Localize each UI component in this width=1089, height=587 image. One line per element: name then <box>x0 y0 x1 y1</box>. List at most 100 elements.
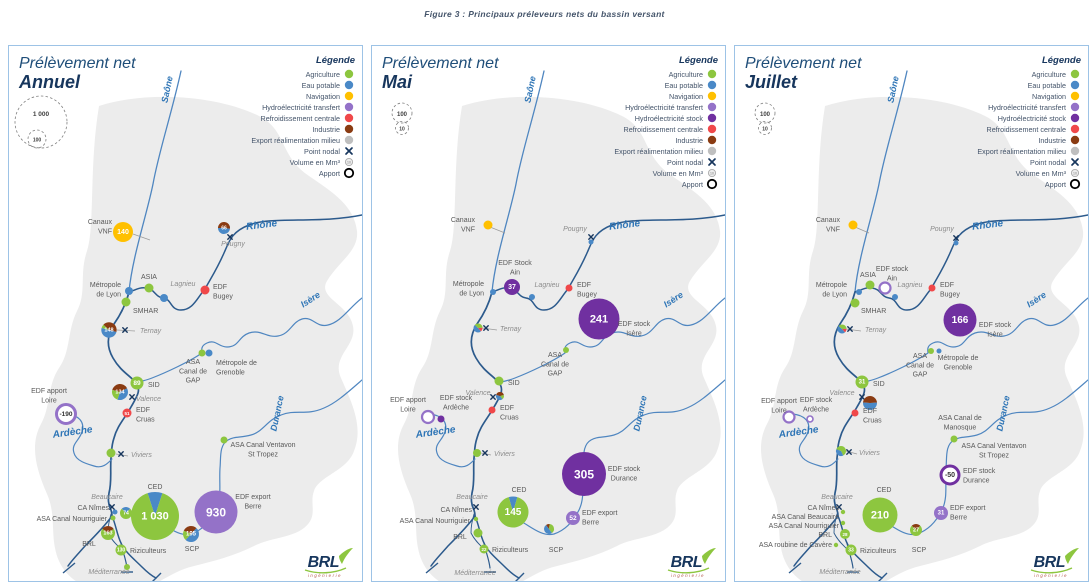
map-shape: Métropole de <box>216 360 257 367</box>
node-dot <box>566 511 580 525</box>
legend-title: Légende <box>679 55 719 66</box>
legend-item-label: Apport <box>682 180 703 189</box>
place-label: EDF Cruas <box>136 407 155 423</box>
brl-logo-text: BRL <box>1034 554 1065 571</box>
node-pie-slice <box>185 528 199 542</box>
map-shape: ASA <box>548 352 562 359</box>
node-dot <box>950 435 958 443</box>
node-apport-ring <box>55 403 77 425</box>
place-label: EDF export Berre <box>582 510 617 526</box>
map-shape: Lagnieu <box>535 282 560 289</box>
node-dot <box>943 303 977 337</box>
node-dot <box>198 349 206 357</box>
place-label: ASA Canal Nourriguier <box>400 518 471 525</box>
figure-title: Figure 3 : Principaux préleveurs nets du… <box>424 9 665 19</box>
legend-eau-icon <box>1070 80 1080 90</box>
place-label: Riziculteurs <box>130 548 167 555</box>
map-shape: CED <box>148 484 163 491</box>
nodal-place-label: Pougny <box>563 226 587 233</box>
node-dot <box>473 449 481 457</box>
river-path <box>111 515 157 579</box>
place-label: SCP <box>912 547 927 554</box>
river-path <box>833 513 848 550</box>
map-shape: EDF <box>136 407 150 414</box>
map-shape: EDF apport <box>390 397 426 404</box>
place-label: Canaux VNF <box>816 217 841 233</box>
node-value: 89 <box>133 380 141 387</box>
panel-subtitle: Juillet <box>745 72 798 92</box>
legend-item-label: Volume en Mm³ <box>290 158 341 167</box>
map-shape: Viviers <box>859 450 880 457</box>
map-shape: VNF <box>98 228 112 235</box>
delta-end-mark <box>62 562 76 574</box>
legend-item-label: Point nodal <box>667 158 703 167</box>
legend-item-label: Hydroélectricité stock <box>998 114 1067 123</box>
place-label: ASA Canal Beaucaire <box>772 514 839 521</box>
node-value: 33 <box>848 548 854 554</box>
legend-item-label: Agriculture <box>669 70 703 79</box>
node-pie-slice <box>546 523 550 529</box>
map-shape: CED <box>512 487 527 494</box>
scale-circle <box>14 95 68 149</box>
place-label: EDF stock Isère <box>618 321 651 337</box>
map-shape: Canaux <box>88 219 113 226</box>
node-dot <box>934 506 948 520</box>
node-dot <box>928 284 936 292</box>
node-pie-slice <box>838 324 847 329</box>
place-label: ASA Canal de GAP <box>541 352 569 378</box>
map-shape: ASA <box>913 353 927 360</box>
node-value: 74 <box>123 511 129 517</box>
place-label: EDF apport Loire <box>390 397 426 413</box>
map-shape: EDF stock <box>618 321 651 328</box>
river-path <box>135 297 362 384</box>
map-shape: EDF export <box>950 505 985 512</box>
place-label: Métropole de Lyon <box>816 282 847 298</box>
map-shape: Valence <box>136 396 161 403</box>
point-nodal-icon <box>708 158 716 166</box>
map-shape: EDF <box>940 282 954 289</box>
node-dot <box>563 347 569 353</box>
place-label: EDF stock Durance <box>963 468 996 484</box>
map-shape: EDF export <box>582 510 617 517</box>
node-dot <box>892 294 898 300</box>
map-shape: Cruas <box>136 416 155 423</box>
place-label: EDF export Berre <box>235 494 270 510</box>
place-label: SID <box>873 381 885 388</box>
node-value: 163 <box>103 531 112 537</box>
panel-title: Prélèvement net <box>382 55 499 72</box>
legend-item-label: Refroidissement centrale <box>624 125 704 134</box>
map-shape: Riziculteurs <box>860 548 897 555</box>
place-label: CA Nîmes <box>77 505 109 512</box>
point-nodal-icon <box>490 394 496 400</box>
place-label: EDF apport Loire <box>31 388 67 404</box>
place-label: ASA Canal de GAP <box>179 359 207 385</box>
map-shape: ASA roubine de Cavère <box>759 542 832 549</box>
legend-item-label: Navigation <box>1032 92 1066 101</box>
point-nodal-icon <box>473 504 479 510</box>
legend-item-label: Hydroélectricité transfert <box>988 103 1066 112</box>
legend-item-label: Export réalimentation milieu <box>251 136 340 145</box>
node-pie-slice <box>837 325 845 334</box>
node-pie-slice <box>496 394 503 401</box>
place-label: CED <box>148 484 163 491</box>
river-path <box>567 214 725 290</box>
node-dot <box>144 283 154 293</box>
map-shape: Ain <box>510 269 520 276</box>
legend-item-label: Point nodal <box>304 147 340 156</box>
map-shape: EDF apport <box>761 398 797 405</box>
watershed-shape <box>398 96 721 581</box>
scale-value: 100 <box>760 112 771 118</box>
legend-agr-icon <box>707 69 717 79</box>
volume-icon <box>1070 168 1080 178</box>
map-shape: Berre <box>244 503 261 510</box>
node-dot <box>850 298 860 308</box>
map-shape: BRL <box>82 541 96 548</box>
map-shape: Canal de <box>179 368 207 375</box>
map-shape: Métropole de <box>938 355 979 362</box>
river-path <box>491 287 569 311</box>
map-shape: Ain <box>887 275 897 282</box>
map-shape: SCP <box>549 547 564 554</box>
map-shape: Ternay <box>140 328 162 335</box>
node-dot <box>855 375 869 389</box>
map-shape: Grenoble <box>216 369 245 376</box>
